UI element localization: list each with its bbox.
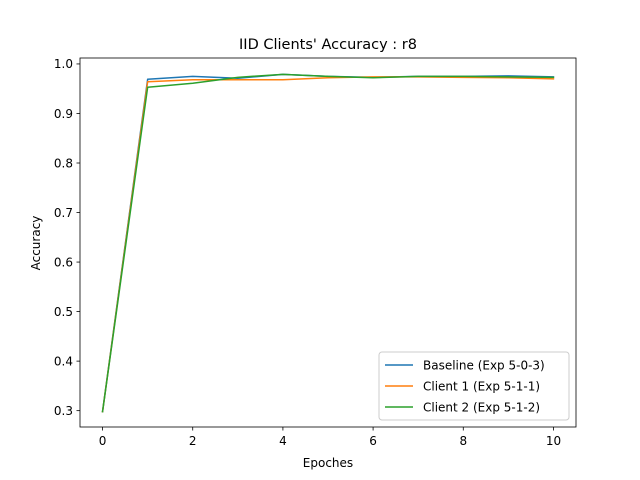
x-tick-label: 10 xyxy=(546,434,561,448)
y-tick-label: 0.6 xyxy=(54,255,73,269)
y-tick-label: 0.9 xyxy=(54,107,73,121)
legend-label-2: Client 1 (Exp 5-1-1) xyxy=(423,379,540,393)
legend-label-1: Baseline (Exp 5-0-3) xyxy=(423,358,545,372)
legend-box xyxy=(378,351,570,421)
axes-frame xyxy=(79,57,577,428)
x-tick-label: 6 xyxy=(369,434,377,448)
y-tick-label: 0.3 xyxy=(54,404,73,418)
x-tick-label: 2 xyxy=(189,434,197,448)
x-tick-label: 0 xyxy=(99,434,107,448)
y-tick-label: 1.0 xyxy=(54,57,73,71)
x-axis-title: Epoches xyxy=(303,456,353,470)
legend-label-3: Client 2 (Exp 5-1-2) xyxy=(423,400,540,414)
series-line-3 xyxy=(101,73,555,413)
y-tick-label: 0.4 xyxy=(54,354,73,368)
y-axis-title: Accuracy xyxy=(29,216,43,271)
legend: Baseline (Exp 5-0-3) Client 1 (Exp 5-1-1)… xyxy=(378,351,570,421)
y-tick-label: 0.7 xyxy=(54,206,73,220)
y-tick-label: 0.8 xyxy=(54,156,73,170)
x-tick-label: 8 xyxy=(459,434,467,448)
x-tick-label: 4 xyxy=(279,434,287,448)
chart-title: IID Clients' Accuracy : r8 xyxy=(239,37,417,53)
series-line-2 xyxy=(101,76,555,413)
plot-area: 0 2 4 6 8 10 0.3 0.4 0.5 0.6 0.7 0.8 0.9 1.0 xyxy=(54,57,577,448)
y-tick-label: 0.5 xyxy=(54,305,73,319)
